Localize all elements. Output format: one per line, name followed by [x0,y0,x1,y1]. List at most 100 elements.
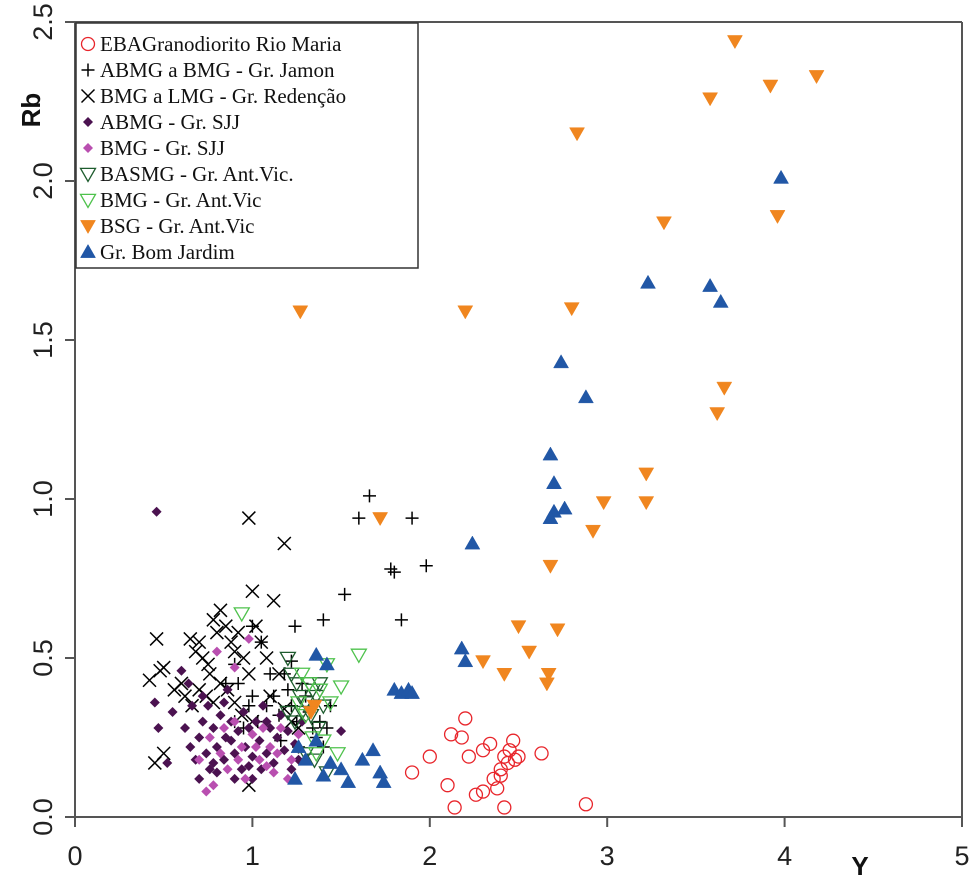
data-point [405,511,419,525]
data-point [254,754,265,765]
data-point [240,773,251,784]
x-tick-label: 1 [245,841,260,871]
data-point [208,722,219,733]
legend-label: Gr. Bom Jardim [100,240,235,264]
data-point [241,511,256,526]
data-point [151,506,162,517]
data-point [204,732,215,743]
data-point [305,753,324,769]
data-point [457,653,474,668]
data-point [156,746,171,761]
legend-label: BMG - Gr. Ant.Vic [100,188,262,212]
data-point [297,751,314,766]
data-point [177,689,193,704]
data-point [233,607,251,623]
data-point [404,765,420,780]
data-point [308,646,325,661]
data-point [227,695,242,710]
data-point [286,764,297,775]
data-point [321,696,340,712]
y-tick-label: 0.0 [28,798,58,836]
data-point [542,559,559,574]
data-points [142,35,825,815]
data-point [288,677,306,693]
data-point [286,754,297,765]
legend-marker [83,117,93,127]
data-point [362,489,376,503]
legend-marker [80,88,96,104]
data-point [318,656,335,671]
data-point [640,274,656,289]
data-point [192,635,207,650]
data-point [227,644,242,659]
x-tick-label: 2 [422,841,437,871]
data-point [219,697,230,708]
y-ticks: 0.0 0.5 1.0 1.5 2.0 2.5 [28,3,75,836]
data-point [299,689,313,703]
data-point [250,742,261,753]
data-point [440,778,455,793]
legend-marker [83,143,93,153]
data-point [277,536,292,551]
data-point [236,742,247,753]
data-point [287,770,303,785]
legend-label: BMG a LMG - Gr. Redenção [100,84,346,108]
data-point [282,726,293,737]
data-point [284,654,298,668]
data-point [229,773,240,784]
data-point [303,706,319,721]
data-point [268,757,279,768]
data-point [261,761,272,772]
data-point [419,559,433,573]
data-point [219,722,230,733]
legend-label: ABMG a BMG - Gr. Jamon [100,58,335,82]
data-point [540,668,557,682]
data-point [208,757,219,768]
data-point [247,729,258,740]
data-point [322,754,339,769]
data-point [197,691,208,702]
data-point [265,742,276,753]
legend-label: EBAGranodiorito Rio Maria [100,32,342,56]
series-3 [149,506,347,784]
data-point [194,732,205,743]
data-point [248,619,263,634]
y-tick-label: 2.5 [28,3,58,41]
data-point [511,749,526,764]
data-point [290,739,307,753]
data-point [496,668,513,682]
data-point [338,587,352,601]
data-point [142,673,157,688]
data-point [238,707,249,718]
data-point [179,722,190,733]
data-point [275,722,286,733]
data-point [556,500,573,515]
data-point [726,35,743,50]
data-point [153,722,164,733]
data-point [243,761,254,772]
y-tick-label: 1.0 [28,480,58,518]
x-tick-label: 5 [954,841,969,871]
legend-marker [79,193,97,209]
data-point [149,631,164,646]
data-point [167,707,178,718]
data-point [549,623,566,638]
data-point [340,774,357,788]
data-point [187,700,198,711]
data-point [271,666,287,681]
data-point [457,305,474,320]
data-point [258,722,269,733]
data-point [222,684,233,695]
data-point [236,764,247,775]
data-point [595,496,612,511]
legend-marker [80,36,96,52]
y-tick-label: 1.5 [28,321,58,359]
data-point [365,742,381,757]
data-point [263,667,277,681]
data-point [183,631,198,646]
data-point [510,620,527,635]
data-point [250,716,261,727]
data-point [258,700,269,711]
y-tick-label: 0.5 [28,639,58,677]
data-point [259,650,274,666]
